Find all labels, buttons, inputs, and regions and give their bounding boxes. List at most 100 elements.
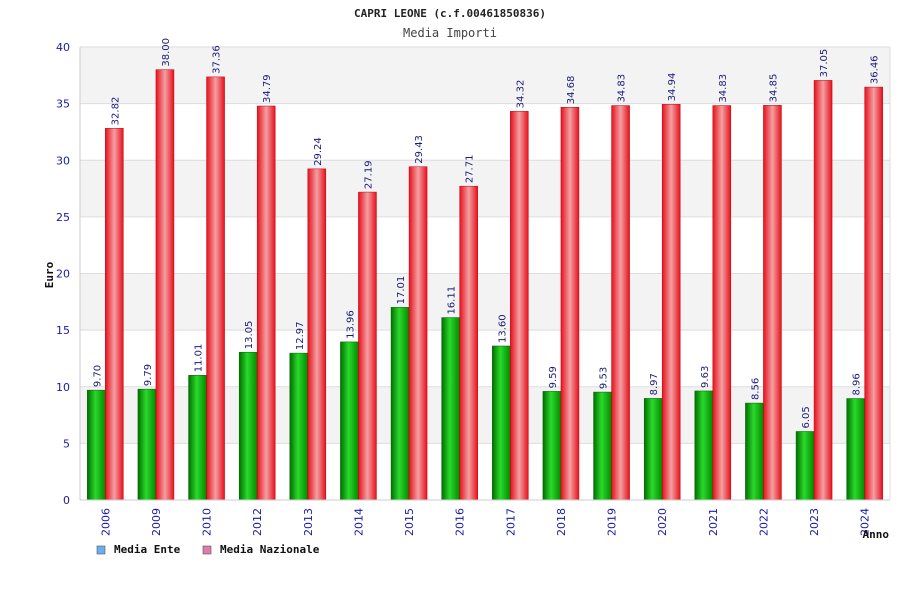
bar-media-ente-2009 <box>137 388 157 501</box>
legend-swatch-media-nazionale <box>202 545 212 555</box>
data-label-media-ente-2006: 9.70 <box>92 365 103 387</box>
x-tick-label-2016: 2016 <box>454 508 467 536</box>
data-label-media-nazionale-2010: 37.36 <box>212 45 223 74</box>
data-label-media-ente-2014: 13.96 <box>345 310 356 339</box>
data-label-media-ente-2012: 13.05 <box>244 321 255 350</box>
bar-media-ente-2022 <box>745 402 764 501</box>
y-tick-label: 20 <box>56 268 70 281</box>
x-tick-label-2015: 2015 <box>403 508 416 536</box>
chart-subtitle: Media Importi <box>403 26 497 40</box>
y-tick-label: 5 <box>63 437 70 450</box>
bar-media-nazionale-2019 <box>611 105 630 501</box>
bar-media-ente-2023 <box>795 431 815 501</box>
legend-label-media-nazionale: Media Nazionale <box>220 543 320 556</box>
y-tick-label: 0 <box>63 494 70 507</box>
data-label-media-ente-2024: 8.96 <box>852 373 863 395</box>
bar-media-nazionale-2006 <box>105 128 124 501</box>
y-tick-label: 40 <box>56 41 70 54</box>
legend-swatch-media-ente <box>96 545 106 555</box>
y-tick-label: 30 <box>56 154 70 167</box>
data-label-media-ente-2022: 8.56 <box>750 378 761 400</box>
x-axis-label: Anno <box>863 528 890 541</box>
data-label-media-ente-2009: 9.79 <box>143 364 154 386</box>
data-label-media-nazionale-2021: 34.83 <box>718 74 729 103</box>
data-label-media-nazionale-2013: 29.24 <box>313 137 324 166</box>
legend-label-media-ente: Media Ente <box>114 543 181 556</box>
chart-title: CAPRI LEONE (c.f.00461850836) <box>354 7 546 20</box>
x-tick-label-2009: 2009 <box>150 508 163 536</box>
data-label-media-nazionale-2018: 34.68 <box>566 76 577 105</box>
data-label-media-ente-2015: 17.01 <box>396 276 407 305</box>
data-label-media-ente-2017: 13.60 <box>497 314 508 343</box>
bar-media-ente-2020 <box>643 398 663 501</box>
bar-media-ente-2006 <box>87 389 106 501</box>
data-label-media-ente-2021: 9.63 <box>700 366 711 388</box>
data-label-media-ente-2016: 16.11 <box>447 286 458 315</box>
data-label-media-ente-2013: 12.97 <box>295 321 306 350</box>
x-tick-label-2014: 2014 <box>352 508 365 536</box>
x-tick-label-2021: 2021 <box>707 508 720 536</box>
data-label-media-nazionale-2019: 34.83 <box>617 74 628 103</box>
data-label-media-nazionale-2016: 27.71 <box>465 155 476 184</box>
data-label-media-nazionale-2023: 37.05 <box>819 49 830 78</box>
x-tick-label-2019: 2019 <box>606 508 619 536</box>
bar-media-nazionale-2018 <box>560 106 580 501</box>
bar-media-nazionale-2024 <box>864 86 883 501</box>
bar-media-nazionale-2023 <box>813 80 833 501</box>
bar-media-nazionale-2013 <box>307 168 327 501</box>
bar-media-nazionale-2015 <box>408 166 428 501</box>
bar-media-ente-2014 <box>340 341 359 501</box>
data-label-media-nazionale-2015: 29.43 <box>414 135 425 164</box>
bar-media-nazionale-2022 <box>763 105 782 501</box>
y-tick-label: 25 <box>56 211 70 224</box>
data-label-media-ente-2010: 11.01 <box>194 344 205 373</box>
data-label-media-ente-2019: 9.53 <box>599 367 610 389</box>
data-label-media-ente-2020: 8.97 <box>649 373 660 395</box>
data-label-media-nazionale-2012: 34.79 <box>262 74 273 103</box>
data-label-media-nazionale-2006: 32.82 <box>110 97 121 126</box>
data-label-media-ente-2018: 9.59 <box>548 366 559 388</box>
bar-media-nazionale-2017 <box>510 111 529 501</box>
bar-media-nazionale-2016 <box>459 185 478 501</box>
x-tick-label-2010: 2010 <box>201 508 214 536</box>
bar-media-ente-2016 <box>441 317 460 501</box>
y-tick-label: 15 <box>56 324 70 337</box>
bar-media-ente-2021 <box>694 390 714 501</box>
data-label-media-nazionale-2020: 34.94 <box>667 73 678 102</box>
bar-media-nazionale-2012 <box>256 105 276 501</box>
bar-media-ente-2012 <box>238 351 258 501</box>
x-tick-label-2013: 2013 <box>302 508 315 536</box>
bar-media-ente-2010 <box>188 375 207 501</box>
bar-media-ente-2019 <box>593 391 612 501</box>
data-label-media-nazionale-2017: 34.32 <box>515 80 526 109</box>
x-tick-label-2018: 2018 <box>555 508 568 536</box>
bar-media-nazionale-2009 <box>155 69 175 501</box>
bar-media-ente-2024 <box>846 398 865 501</box>
y-axis-label: Euro <box>43 261 56 288</box>
bar-media-nazionale-2010 <box>206 76 225 501</box>
x-tick-label-2020: 2020 <box>656 508 669 536</box>
data-label-media-nazionale-2024: 36.46 <box>870 55 881 84</box>
data-label-media-ente-2023: 6.05 <box>801 406 812 428</box>
x-tick-label-2012: 2012 <box>251 508 264 536</box>
x-tick-label-2022: 2022 <box>757 508 770 536</box>
x-tick-label-2017: 2017 <box>504 508 517 536</box>
bar-media-nazionale-2014 <box>358 191 377 501</box>
bar-media-ente-2015 <box>390 307 410 501</box>
y-tick-label: 35 <box>56 98 70 111</box>
data-label-media-nazionale-2022: 34.85 <box>768 74 779 103</box>
x-tick-label-2023: 2023 <box>808 508 821 536</box>
bar-media-nazionale-2020 <box>661 104 681 501</box>
data-label-media-nazionale-2014: 27.19 <box>363 160 374 189</box>
x-tick-label-2006: 2006 <box>99 508 112 536</box>
bar-media-nazionale-2021 <box>712 105 732 501</box>
x-tick-label-2024: 2024 <box>859 508 872 536</box>
bar-media-ente-2013 <box>289 352 309 501</box>
bar-media-ente-2018 <box>542 391 562 501</box>
legend: Media Ente Media Nazionale <box>96 543 320 556</box>
bar-media-ente-2017 <box>492 345 511 501</box>
data-label-media-nazionale-2009: 38.00 <box>161 38 172 67</box>
y-tick-label: 10 <box>56 381 70 394</box>
